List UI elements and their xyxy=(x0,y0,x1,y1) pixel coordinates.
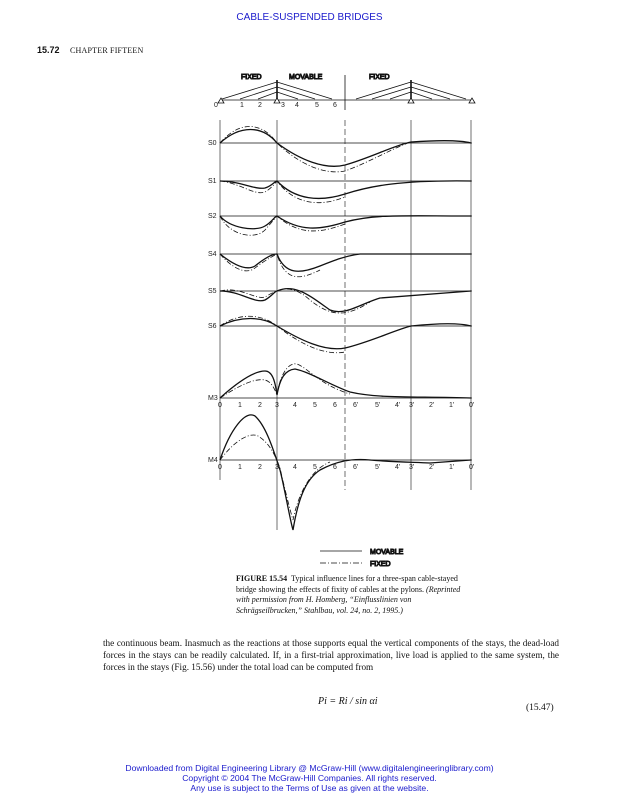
body-paragraph: the continuous beam. Inasmuch as the rea… xyxy=(103,638,559,672)
row-label: S0 xyxy=(208,140,217,147)
axis-label: 3' xyxy=(409,402,414,409)
movable-curve xyxy=(219,180,472,200)
figure-caption: FIGURE 15.54 Typical influence lines for… xyxy=(236,574,476,616)
axis-label: 0 xyxy=(218,464,222,471)
movable-curve xyxy=(219,253,471,272)
movable-curve xyxy=(219,414,472,531)
node-label: 2 xyxy=(258,102,262,109)
row-label: S4 xyxy=(208,251,217,258)
influence-line-m4: M4 xyxy=(208,414,472,531)
node-label: 1 xyxy=(240,102,244,109)
footer: Downloaded from Digital Engineering Libr… xyxy=(0,763,619,793)
caption-credit: (Reprinted with permission from H. Hombe… xyxy=(236,584,461,615)
fixed-curve xyxy=(219,180,346,203)
axis-label: 6 xyxy=(333,464,337,471)
fixed-curve xyxy=(219,126,412,173)
axis-label: 4' xyxy=(395,402,400,409)
axis-label: 1' xyxy=(449,402,454,409)
equation-number: (15.47) xyxy=(526,703,554,713)
axis-label: 0' xyxy=(469,464,474,471)
axis-label: 5 xyxy=(313,402,317,409)
influence-line-s5: S5 xyxy=(208,287,472,314)
node-label: 3 xyxy=(281,102,285,109)
caption-label: FIGURE 15.54 xyxy=(236,574,288,583)
row-label: S6 xyxy=(208,323,217,330)
row-label: M4 xyxy=(208,457,218,464)
movable-label: MOVABLE xyxy=(289,74,323,81)
node-label: 4 xyxy=(295,102,299,109)
row-label: S1 xyxy=(208,178,217,185)
fixed-label-left: FIXED xyxy=(241,74,262,81)
footer-line-3[interactable]: Any use is subject to the Terms of Use a… xyxy=(190,783,429,793)
row-label: M3 xyxy=(208,395,218,402)
node-label: 0 xyxy=(214,102,218,109)
movable-curve xyxy=(219,215,472,230)
influence-line-s2: S2 xyxy=(208,213,472,236)
axis-label: 2' xyxy=(429,464,434,471)
movable-curve xyxy=(219,129,472,167)
axis-label: 2 xyxy=(258,464,262,471)
page-number: 15.72 xyxy=(37,45,60,55)
axis-label: 6' xyxy=(353,402,358,409)
axis-label: 5 xyxy=(313,464,317,471)
equation: Pi = Ri / sin αi xyxy=(318,696,378,707)
axis-label: 6' xyxy=(353,464,358,471)
influence-line-s6: S6 xyxy=(208,315,472,354)
axis-label: 0' xyxy=(469,402,474,409)
movable-curve xyxy=(219,368,472,399)
axis-label: 3 xyxy=(275,464,279,471)
axis-label: 6 xyxy=(333,402,337,409)
axis-label: 1 xyxy=(238,402,242,409)
row-label: S5 xyxy=(208,288,217,295)
fixed-curve xyxy=(219,215,346,236)
influence-line-s4: S4 xyxy=(208,251,472,278)
footer-line-2: Copyright © 2004 The McGraw-Hill Compani… xyxy=(182,773,437,783)
influence-line-s1: S1 xyxy=(208,178,472,203)
axis-label: 4 xyxy=(293,464,297,471)
legend-fixed: FIXED xyxy=(370,561,391,568)
row-label: S2 xyxy=(208,213,217,220)
caption-text: Typical influence lines for a three-span… xyxy=(236,574,458,594)
axis-label: 2 xyxy=(258,402,262,409)
influence-line-m3: M3 xyxy=(208,363,472,402)
fixed-curve xyxy=(219,363,351,399)
fixed-label-right: FIXED xyxy=(369,74,390,81)
axis-label: 1 xyxy=(238,464,242,471)
fixed-curve xyxy=(219,315,346,354)
axis-label: 3' xyxy=(409,464,414,471)
bridge-elevation xyxy=(217,75,476,110)
fixed-curve xyxy=(219,288,371,314)
movable-curve xyxy=(219,287,472,313)
axis-label: 5' xyxy=(375,402,380,409)
node-label: 5 xyxy=(315,102,319,109)
movable-curve xyxy=(219,317,472,350)
influence-lines-figure: FIXED MOVABLE FIXED 0 1 2 3 4 5 6 S0 S1 S2 S4 S5 S6… xyxy=(208,74,476,569)
axis-label: 1' xyxy=(449,464,454,471)
footer-line-1[interactable]: Downloaded from Digital Engineering Libr… xyxy=(125,763,494,773)
axis-label: 0 xyxy=(218,402,222,409)
running-title: CABLE-SUSPENDED BRIDGES xyxy=(236,12,383,23)
legend-movable: MOVABLE xyxy=(370,549,404,556)
axis-label: 4' xyxy=(395,464,400,471)
influence-line-s0: S0 xyxy=(208,126,472,173)
axis-label: 3 xyxy=(275,402,279,409)
axis-label: 2' xyxy=(429,402,434,409)
node-label: 6 xyxy=(333,102,337,109)
axis-label: 5' xyxy=(375,464,380,471)
fixed-curve xyxy=(219,253,321,278)
axis-label: 4 xyxy=(293,402,297,409)
fixed-curve xyxy=(219,434,331,521)
chapter-label: CHAPTER FIFTEEN xyxy=(70,46,144,55)
